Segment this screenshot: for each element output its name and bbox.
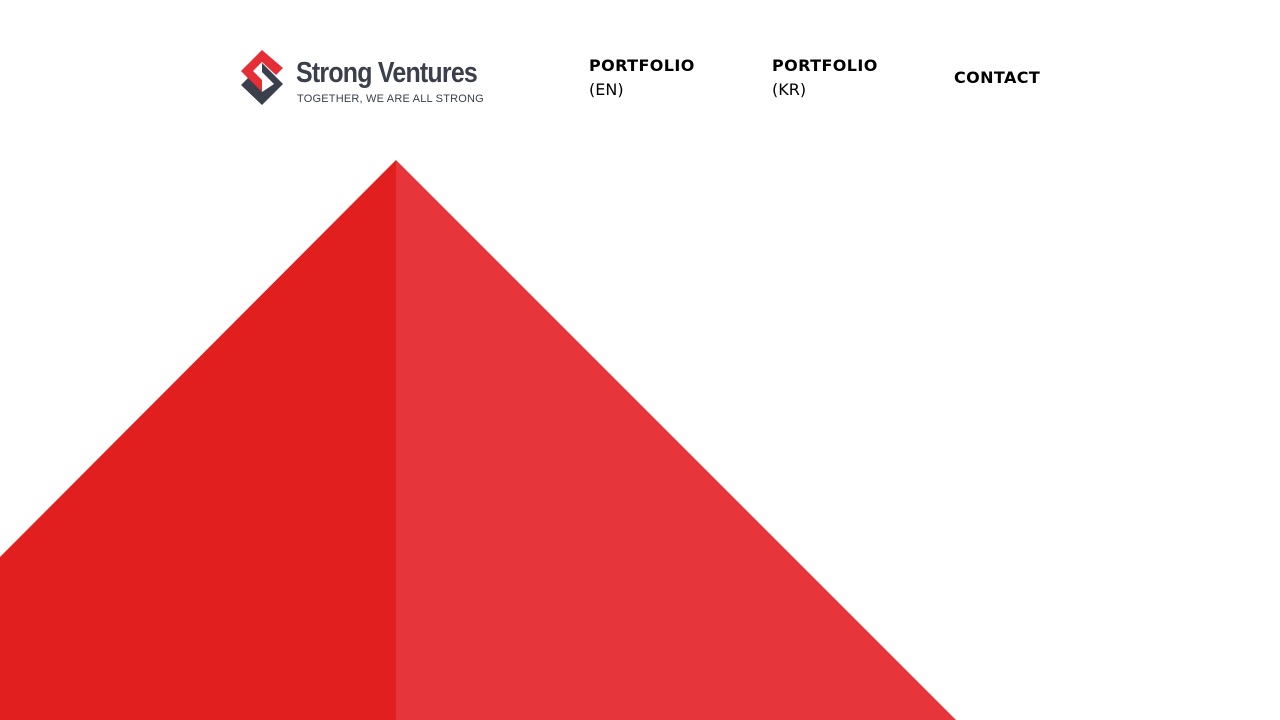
brand-tagline: TOGETHER, WE ARE ALL STRONG (297, 93, 484, 105)
brand-name: Strong Ventures (296, 57, 478, 89)
nav-portfolio-en-sub: (EN) (589, 80, 624, 99)
pyramid-left-face (0, 160, 396, 720)
nav-contact-label: CONTACT (954, 68, 1041, 87)
nav-portfolio-en[interactable]: PORTFOLIO (EN) (589, 54, 695, 102)
strong-ventures-s-icon (241, 50, 283, 105)
nav-portfolio-kr-sub: (KR) (772, 80, 807, 99)
logo-link[interactable]: Strong Ventures TOGETHER, WE ARE ALL STR… (241, 50, 491, 108)
pyramid-right-face (396, 160, 956, 720)
nav-portfolio-kr-label: PORTFOLIO (772, 56, 878, 75)
nav-portfolio-en-label: PORTFOLIO (589, 56, 695, 75)
nav-portfolio-kr[interactable]: PORTFOLIO (KR) (772, 54, 878, 102)
nav-contact[interactable]: CONTACT (954, 66, 1040, 90)
site-header: Strong Ventures TOGETHER, WE ARE ALL STR… (0, 0, 1280, 140)
